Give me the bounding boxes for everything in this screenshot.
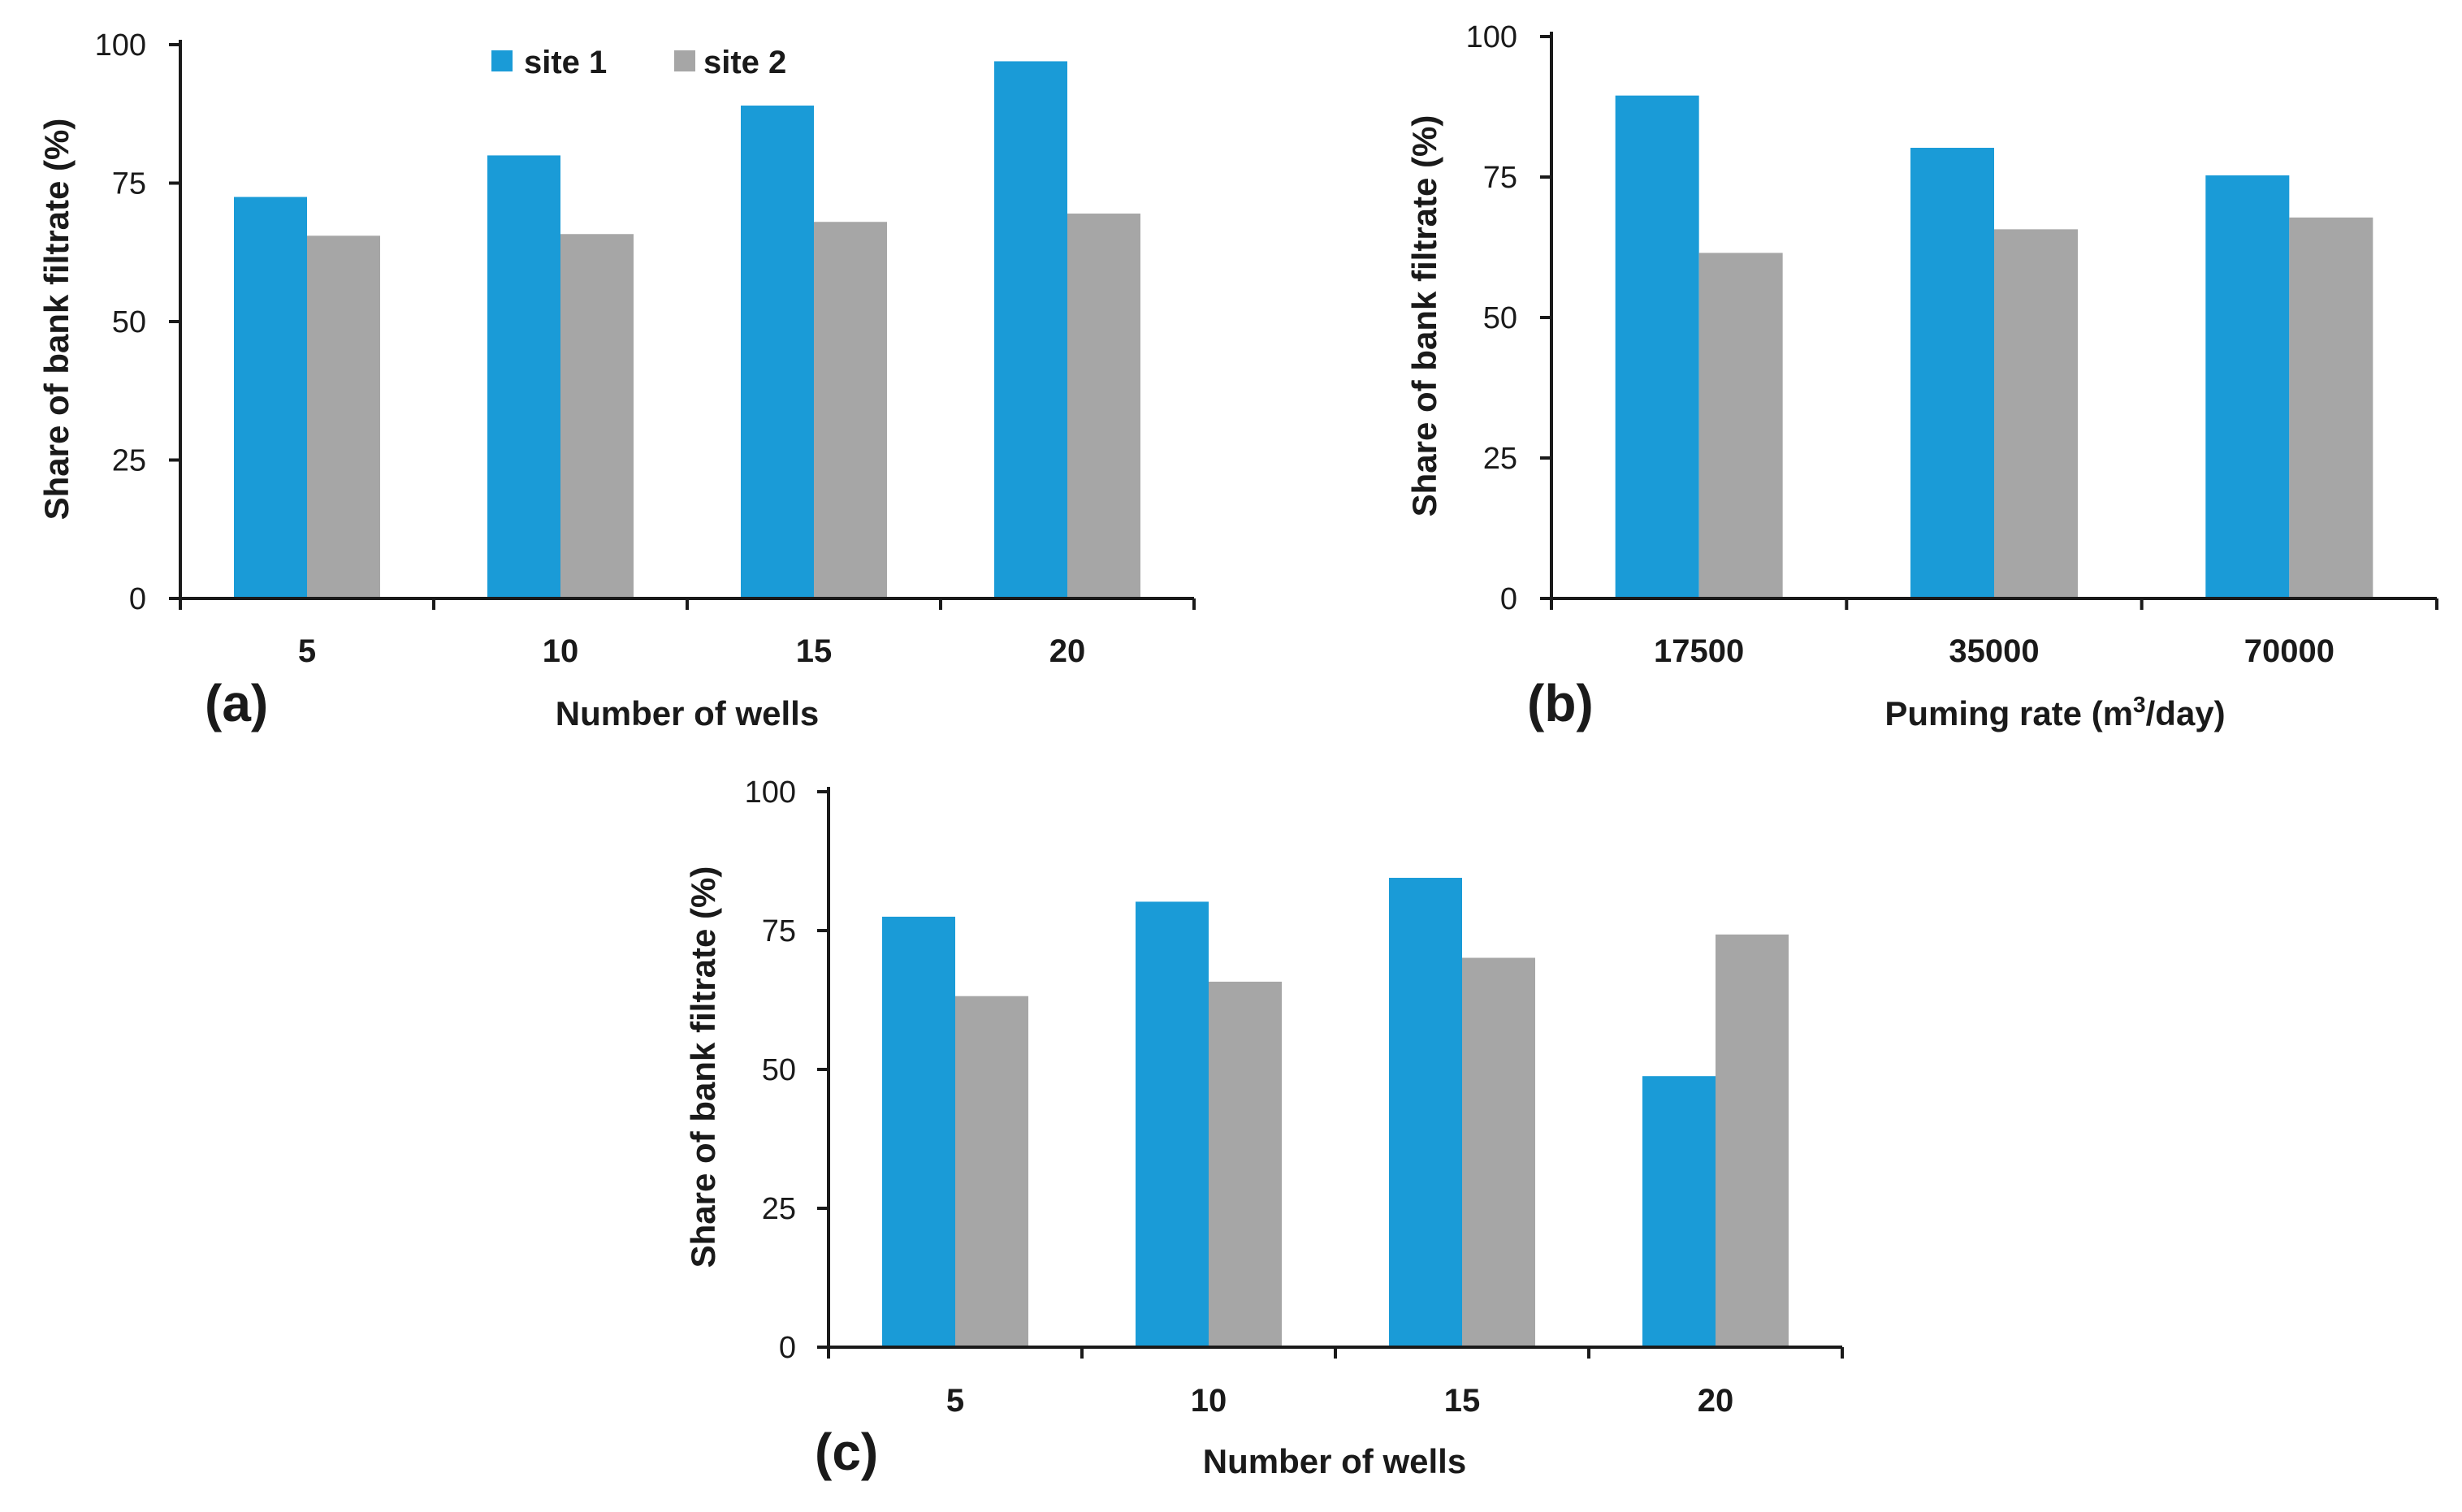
y-tick-label-a-0: 0	[129, 582, 146, 616]
x-category-label-b-17500: 17500	[1654, 633, 1744, 669]
x-category-label-c-10: 10	[1191, 1383, 1227, 1419]
x-axis-title-c: Number of wells	[1203, 1442, 1466, 1480]
y-tick-label-b-25: 25	[1483, 442, 1517, 476]
bar-c-site2-20	[1716, 934, 1789, 1347]
y-tick-label-a-75: 75	[112, 167, 146, 201]
bar-c-site1-15	[1389, 878, 1462, 1347]
bar-b-site1-35000	[1910, 148, 1994, 599]
legend-swatch-site2	[674, 50, 695, 71]
legend: site 1 site 2	[491, 45, 786, 80]
chart-panel-b: 0 25 50 75 100 17500 35000 70000	[1466, 20, 2438, 669]
bar-b-site1-17500	[1615, 95, 1699, 598]
bar-a-site1-5	[234, 197, 307, 599]
bar-b-site2-17500	[1698, 253, 1783, 598]
x-axis-title-b-sup: 3	[2133, 692, 2146, 717]
bar-a-site2-10	[560, 234, 634, 598]
y-tick-label-b-100: 100	[1466, 20, 1517, 54]
bar-b-site1-70000	[2205, 175, 2290, 598]
chart-panel-a: 0 25 50 75 100 5 10 15 20	[95, 28, 1196, 669]
bar-a-site1-10	[487, 155, 560, 598]
x-category-label-c-15: 15	[1444, 1383, 1481, 1419]
y-tick-label-a-50: 50	[112, 305, 146, 339]
y-axis-title-a: Share of bank filtrate (%)	[37, 119, 76, 521]
x-category-label-a-15: 15	[796, 633, 833, 669]
y-tick-label-a-100: 100	[95, 28, 146, 63]
x-axis-title-a: Number of wells	[556, 694, 819, 732]
panel-label-a: (a)	[205, 674, 268, 732]
bar-a-site2-15	[814, 222, 887, 598]
y-tick-label-b-50: 50	[1483, 301, 1517, 335]
x-category-label-c-5: 5	[946, 1383, 964, 1419]
bar-c-site2-5	[955, 996, 1028, 1347]
legend-swatch-site1	[491, 50, 513, 71]
bar-a-site2-5	[307, 235, 380, 598]
legend-label-site2: site 2	[703, 45, 786, 80]
bar-b-site2-35000	[1994, 229, 2078, 598]
y-tick-label-a-25: 25	[112, 444, 146, 478]
y-tick-label-c-0: 0	[779, 1331, 796, 1365]
x-category-label-a-10: 10	[543, 633, 579, 669]
bar-c-site2-10	[1209, 981, 1282, 1347]
chart-panel-c: 0 25 50 75 100 5 10 15 20	[745, 775, 1844, 1419]
bar-a-site1-20	[994, 61, 1067, 598]
x-axis-title-b-prefix: Puming rate (m	[1884, 694, 2133, 732]
legend-label-site1: site 1	[524, 45, 607, 80]
x-category-label-a-20: 20	[1049, 633, 1086, 669]
bar-a-site1-15	[741, 106, 814, 598]
x-category-label-b-70000: 70000	[2244, 633, 2334, 669]
y-axis-title-b: Share of bank filtrate (%)	[1405, 115, 1443, 517]
bar-a-site2-20	[1067, 214, 1140, 598]
y-tick-label-c-25: 25	[762, 1192, 796, 1226]
y-axis-title-c: Share of bank filtrate (%)	[684, 866, 722, 1268]
bar-c-site1-10	[1136, 901, 1209, 1347]
bar-c-site1-5	[882, 916, 955, 1347]
x-category-label-b-35000: 35000	[1949, 633, 2039, 669]
x-axis-title-b: Puming rate (m3/day)	[1884, 692, 2225, 732]
y-tick-label-b-0: 0	[1500, 582, 1517, 616]
panel-label-c: (c)	[815, 1423, 878, 1481]
bar-c-site1-20	[1642, 1076, 1716, 1347]
x-category-label-a-5: 5	[298, 633, 316, 669]
panel-label-b: (b)	[1527, 674, 1594, 732]
y-tick-label-c-75: 75	[762, 914, 796, 948]
bar-b-site2-70000	[2289, 217, 2373, 598]
y-tick-label-c-50: 50	[762, 1053, 796, 1087]
y-tick-label-b-75: 75	[1483, 161, 1517, 195]
x-category-label-c-20: 20	[1698, 1383, 1734, 1419]
bar-c-site2-15	[1462, 957, 1535, 1347]
x-axis-title-b-suffix: /day)	[2146, 694, 2226, 732]
y-tick-label-c-100: 100	[745, 775, 796, 810]
